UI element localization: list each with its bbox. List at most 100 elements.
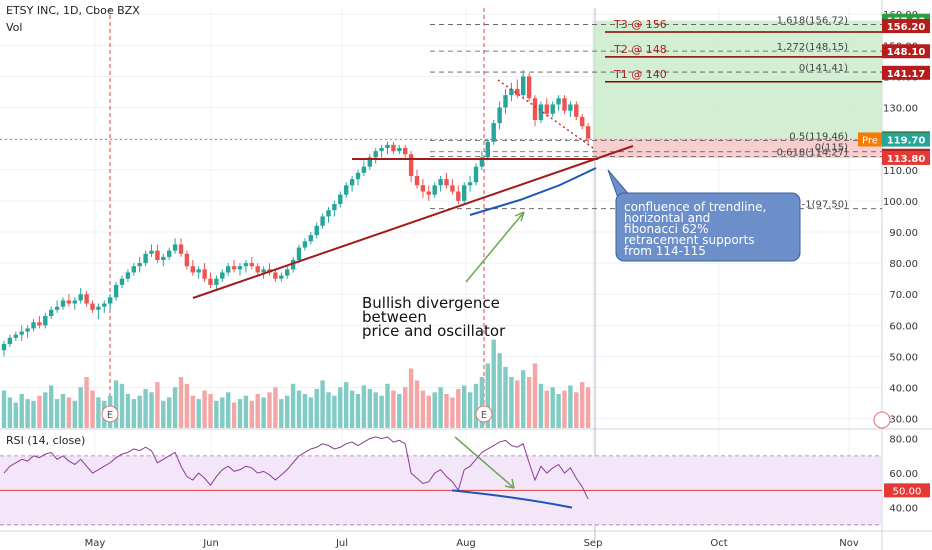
volume-bar — [190, 395, 195, 428]
candle-body — [497, 107, 502, 124]
candle-body — [167, 250, 172, 257]
target-label-2: T1 @ 140 — [613, 68, 667, 81]
volume-bar — [220, 397, 225, 428]
volume-bar — [149, 392, 154, 428]
candle-body — [338, 194, 343, 204]
price-tag-2: 148.10 — [887, 47, 926, 58]
candle-body — [426, 191, 431, 195]
candle-body — [143, 253, 148, 264]
volume-bar — [202, 390, 207, 428]
volume-bar — [497, 353, 502, 428]
volume-bar — [473, 383, 479, 428]
candle-body — [220, 272, 225, 279]
rsi-arrow-head — [504, 478, 515, 489]
candle-body — [379, 148, 384, 152]
rsi-pane: 80.00 60.00 40.00 50.00 — [0, 435, 930, 526]
candle-body — [119, 278, 125, 285]
candle-body — [574, 104, 579, 117]
candle-body — [462, 185, 467, 201]
candle-body — [155, 250, 160, 260]
candle-body — [13, 334, 18, 338]
volume-label: Vol — [6, 21, 22, 34]
volume-bar — [503, 366, 508, 428]
candle-body — [556, 98, 561, 105]
earnings-badge-label-1: E — [481, 410, 487, 421]
candle-body — [414, 176, 420, 186]
volume-bar — [137, 395, 142, 428]
candle-body — [84, 294, 89, 304]
candle-body — [403, 148, 408, 155]
volume-bar — [1, 390, 7, 428]
candle-body — [90, 303, 95, 310]
volume-bar — [231, 402, 237, 428]
candle-body — [1, 344, 7, 351]
fib-label-3: 0.5(119.46) — [789, 131, 848, 142]
volume-bar — [172, 387, 178, 428]
candle-body — [96, 306, 101, 310]
confluence-annotation[interactable]: confluence of trendline, horizontal and … — [615, 192, 801, 262]
volume-bar — [119, 383, 125, 428]
volume-bar — [391, 390, 396, 428]
fib-label-6: -1(97.50) — [802, 200, 849, 211]
candle-body — [226, 266, 231, 273]
volume-bar — [13, 402, 18, 428]
candle-body — [131, 266, 136, 273]
volume-bar — [344, 382, 349, 428]
price-tag-bg-2 — [882, 44, 930, 59]
volume-bar — [72, 400, 77, 428]
volume-bar — [249, 400, 254, 428]
candle-body — [444, 179, 449, 186]
candle-body — [438, 179, 443, 186]
candle-body — [196, 269, 201, 273]
y-tick-10: 60.00 — [889, 321, 918, 332]
candlesticks — [1, 70, 591, 357]
candle-body — [349, 179, 355, 186]
volume-bar — [432, 392, 437, 428]
candle-body — [125, 272, 131, 279]
y-tick-11: 50.00 — [889, 352, 918, 363]
volume-bar — [585, 387, 591, 428]
candle-body — [450, 185, 455, 192]
candle-body — [521, 76, 526, 96]
volume-bar — [562, 390, 567, 428]
volume-bar — [131, 399, 136, 428]
rsi-lower-low-line — [451, 489, 573, 509]
volume-bar — [90, 390, 95, 428]
volume-bar — [467, 392, 473, 428]
volume-bar — [314, 388, 319, 428]
volume-bar — [273, 387, 278, 428]
volume-bar — [556, 394, 561, 428]
x-tick-2: Jul — [335, 538, 348, 549]
chart-title: ETSY INC, 1D, Cboe BZX — [6, 4, 140, 17]
volume-bar — [308, 397, 313, 428]
candle-body — [491, 123, 496, 142]
volume-bar — [31, 400, 36, 428]
volume-bar — [178, 377, 184, 428]
candle-body — [373, 151, 378, 158]
x-tick-4: Sep — [584, 538, 603, 549]
volume-bar — [237, 399, 243, 428]
divergence-annotation: Bullish divergence between price and osc… — [362, 294, 506, 340]
volume-bar — [385, 383, 390, 428]
candle-body — [172, 244, 178, 251]
volume-bar — [285, 395, 290, 428]
candle-body — [285, 269, 290, 276]
support-trendline — [192, 145, 634, 299]
candle-body — [385, 144, 390, 148]
rsi-tick-2: 40.00 — [889, 504, 918, 515]
candle-body — [72, 300, 77, 304]
volume-bar — [379, 395, 384, 428]
candle-body — [391, 144, 396, 152]
candle-body — [367, 157, 372, 167]
candle-body — [515, 88, 520, 96]
price-tag-bg-1 — [882, 19, 930, 34]
candle-body — [408, 154, 414, 176]
volume-bar — [37, 395, 42, 428]
volume-bar — [462, 385, 467, 428]
volume-bar — [25, 399, 30, 428]
fib-label-0: 1.618(156.72) — [777, 15, 849, 26]
candle-body — [544, 104, 549, 114]
volume-bar — [515, 380, 520, 428]
volume-bar — [143, 388, 148, 428]
